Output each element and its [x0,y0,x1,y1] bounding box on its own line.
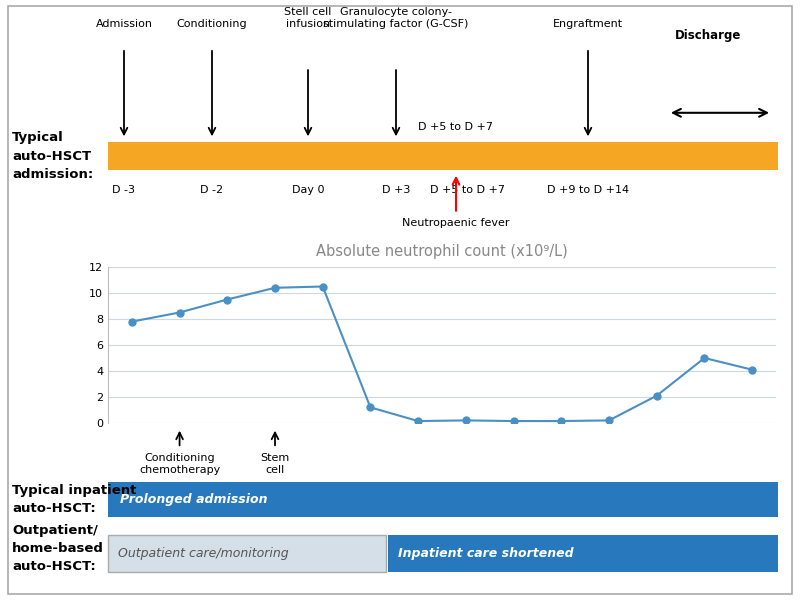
Bar [388,535,778,571]
Bar [108,482,778,517]
Text: Conditioning: Conditioning [177,19,247,29]
Text: D +5 to D +7: D +5 to D +7 [430,185,506,195]
Title: Absolute neutrophil count (x10⁹/L): Absolute neutrophil count (x10⁹/L) [316,244,568,259]
Text: Typical inpatient
auto-HSCT:: Typical inpatient auto-HSCT: [12,484,136,515]
Text: Inpatient care shortened: Inpatient care shortened [398,547,574,560]
Text: Discharge: Discharge [675,29,741,42]
Text: Prolonged admission: Prolonged admission [120,493,267,506]
Text: Typical
auto-HSCT
admission:: Typical auto-HSCT admission: [12,131,94,181]
Text: Engraftment: Engraftment [553,19,623,29]
Text: D -3: D -3 [113,185,135,195]
Text: Day 0: Day 0 [292,185,324,195]
Text: D -2: D -2 [201,185,223,195]
Text: Neutropaenic fever: Neutropaenic fever [402,218,510,229]
Bar [108,535,386,571]
Text: Outpatient care/monitoring: Outpatient care/monitoring [118,547,288,560]
Text: Stem
cell: Stem cell [260,453,290,475]
Text: Conditioning
chemotherapy: Conditioning chemotherapy [139,453,220,475]
Text: Admission: Admission [95,19,153,29]
Text: D +9 to D +14: D +9 to D +14 [547,185,629,195]
Text: D +5 to D +7: D +5 to D +7 [418,122,494,132]
Bar [108,142,778,170]
Text: Stell cell
infusion: Stell cell infusion [284,7,332,29]
Text: Granulocyte colony-
stimulating factor (G-CSF): Granulocyte colony- stimulating factor (… [323,7,469,29]
Text: Outpatient/
home-based
auto-HSCT:: Outpatient/ home-based auto-HSCT: [12,524,104,573]
Text: D +3: D +3 [382,185,410,195]
